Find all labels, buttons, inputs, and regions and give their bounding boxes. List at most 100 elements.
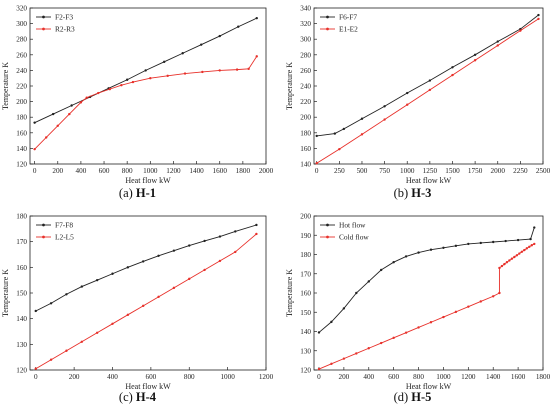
data-point <box>157 295 160 299</box>
chart-h4: 0 200 400 600 800 1000 1200 120 130 140 150 160 170 1… <box>1 213 274 392</box>
data-point <box>255 223 258 227</box>
y-tick-label: 300 <box>16 20 27 28</box>
legend-swatch-marker <box>326 27 329 31</box>
data-point <box>188 277 191 281</box>
data-point <box>404 331 408 334</box>
data-point <box>126 266 130 269</box>
x-tick-label: 1800 <box>536 373 550 381</box>
data-point <box>33 147 36 151</box>
data-point <box>34 309 37 313</box>
y-tick-label: 340 <box>300 5 311 13</box>
y-tick-label: 140 <box>300 161 311 169</box>
data-point <box>338 147 341 151</box>
legend-entry: Hot flow <box>339 221 366 230</box>
data-point <box>56 124 59 127</box>
x-tick-label: 400 <box>363 373 374 381</box>
data-point <box>317 367 321 371</box>
data-point <box>218 235 222 238</box>
data-point <box>367 347 370 350</box>
x-axis-label: Heat flow kW <box>406 382 452 391</box>
caption-id: H-5 <box>411 390 432 404</box>
data-point <box>429 248 433 251</box>
x-tick-label: 400 <box>107 373 118 381</box>
chart-panel-h3: 0 250 500 750 1000 1250 1500 1750 2000 2250 2500 14… <box>275 0 550 206</box>
x-tick-label: 200 <box>69 373 80 381</box>
data-point <box>429 321 433 324</box>
data-point <box>108 87 112 91</box>
y-tick-label: 140 <box>300 328 311 336</box>
data-point <box>404 255 408 258</box>
x-tick-label: 1600 <box>511 373 526 381</box>
x-tick-label: 1200 <box>166 167 181 175</box>
data-point <box>65 349 68 352</box>
x-tick-label: 0 <box>315 167 319 175</box>
data-point <box>317 331 321 334</box>
data-point <box>479 300 482 303</box>
x-tick-label: 1000 <box>436 373 451 381</box>
data-point <box>406 91 409 95</box>
x-tick-label: 800 <box>184 373 195 381</box>
data-point <box>315 134 318 138</box>
data-point <box>454 310 458 314</box>
data-point <box>255 16 258 20</box>
x-tick-label: 1500 <box>445 167 460 175</box>
caption-prefix: (b) <box>393 186 412 200</box>
x-tick-label: 600 <box>99 167 110 175</box>
y-tick-label: 320 <box>16 5 27 13</box>
data-point <box>467 242 470 246</box>
caption-h1: (a) H-1 <box>0 186 275 201</box>
y-axis-label: Temperature K <box>1 62 10 110</box>
data-point <box>157 254 160 257</box>
data-point <box>97 91 100 95</box>
caption-id: H-4 <box>135 390 157 404</box>
y-tick-label: 170 <box>16 238 27 246</box>
y-tick-label: 180 <box>16 213 27 221</box>
x-tick-label: 200 <box>52 167 63 175</box>
data-point <box>380 268 383 272</box>
y-tick-label: 180 <box>300 251 311 259</box>
data-point <box>255 55 258 58</box>
data-point <box>392 261 395 264</box>
data-point <box>520 250 524 254</box>
x-tick-label: 2000 <box>259 167 274 175</box>
data-point <box>34 367 37 370</box>
x-tick-label: 600 <box>145 373 156 381</box>
chart-panel-h1: 0 200 400 600 800 1000 1200 1400 1600 1800 2000 120… <box>0 0 275 206</box>
data-point <box>49 302 53 305</box>
caption-id: H-1 <box>135 186 157 200</box>
data-point <box>360 117 364 120</box>
y-tick-label: 240 <box>16 67 27 75</box>
series-line-1 <box>316 18 539 164</box>
legend-entry: R2-R3 <box>55 25 75 34</box>
y-tick-label: 180 <box>16 114 27 122</box>
data-point <box>503 262 506 266</box>
y-tick-label: 260 <box>300 67 311 75</box>
legend-entry: L2-L5 <box>55 233 74 242</box>
caption-id: H-3 <box>411 186 432 200</box>
data-point <box>392 336 395 340</box>
y-tick-label: 130 <box>16 341 27 349</box>
data-point <box>428 79 432 82</box>
data-point <box>528 245 531 248</box>
series-line-0 <box>318 227 535 333</box>
x-tick-label: 0 <box>34 373 38 381</box>
data-point <box>79 101 83 104</box>
data-point <box>428 88 432 92</box>
x-tick-label: 2250 <box>513 167 528 175</box>
data-point <box>342 127 346 131</box>
data-point <box>111 272 114 275</box>
y-tick-label: 170 <box>300 270 311 278</box>
y-tick-label: 150 <box>300 309 311 317</box>
data-point <box>33 121 36 124</box>
chart-h5: 0 200 400 600 800 1000 1200 1400 1600 1800 120 130 1… <box>285 213 550 392</box>
data-point <box>516 238 520 242</box>
data-point <box>417 251 420 254</box>
legend-entry: F6-F7 <box>339 13 357 22</box>
data-point <box>525 247 529 250</box>
data-point <box>85 96 88 99</box>
data-point <box>111 322 114 325</box>
y-tick-label: 140 <box>16 145 27 153</box>
data-point <box>49 358 53 361</box>
y-tick-label: 130 <box>300 347 311 355</box>
data-point <box>454 244 458 248</box>
